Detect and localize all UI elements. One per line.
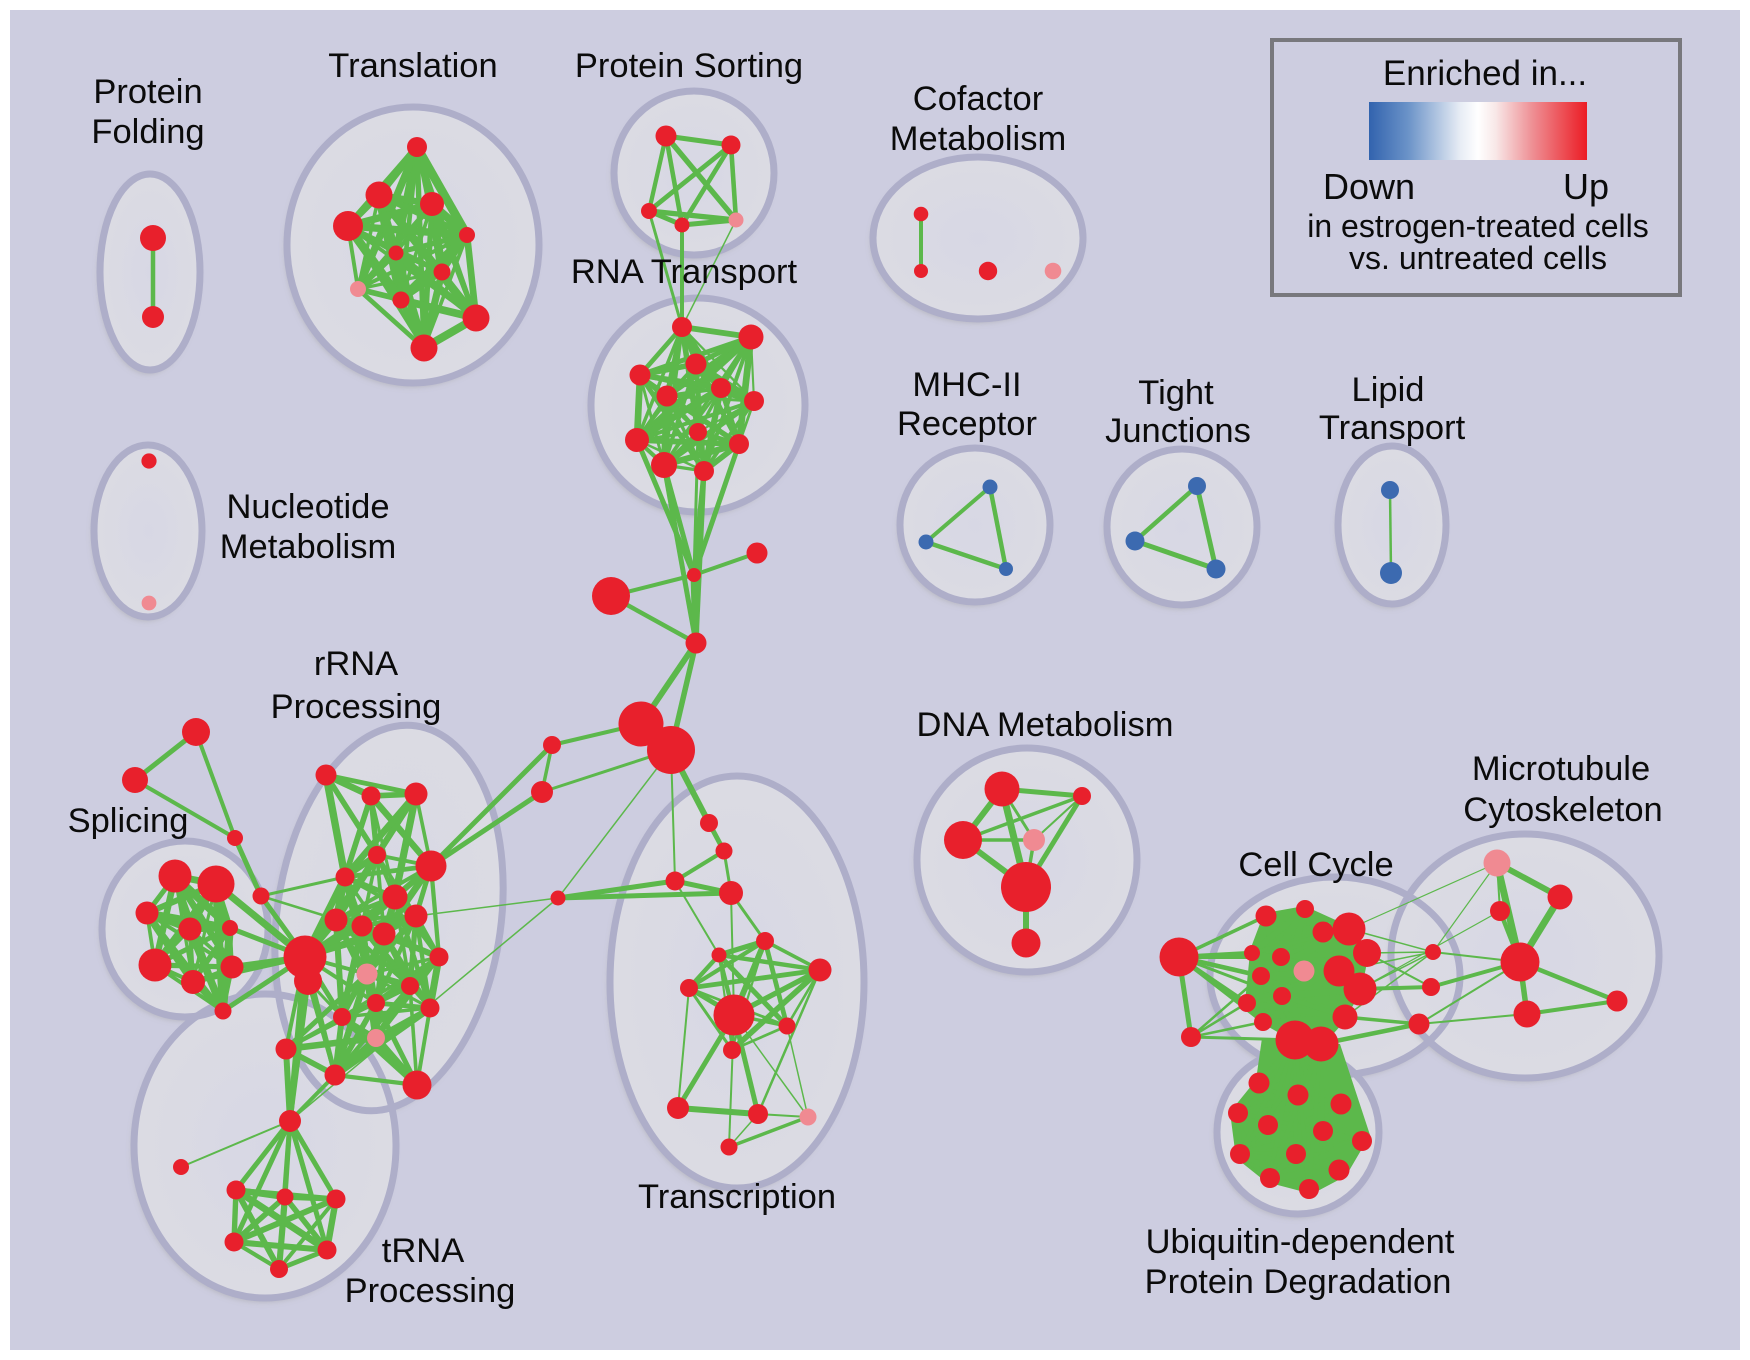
svg-text:Cell Cycle: Cell Cycle (1238, 846, 1393, 884)
svg-text:Transport: Transport (1319, 409, 1466, 447)
svg-text:Metabolism: Metabolism (890, 120, 1066, 158)
svg-text:Cytoskeleton: Cytoskeleton (1463, 791, 1662, 829)
svg-text:RNA Transport: RNA Transport (571, 253, 798, 291)
svg-text:in estrogen-treated cells: in estrogen-treated cells (1307, 208, 1649, 244)
svg-text:Enriched in...: Enriched in... (1383, 54, 1587, 93)
svg-text:rRNA: rRNA (314, 645, 398, 683)
svg-text:Cofactor: Cofactor (913, 80, 1043, 118)
svg-text:Tight: Tight (1138, 374, 1214, 412)
svg-text:Metabolism: Metabolism (220, 528, 396, 566)
svg-text:Up: Up (1563, 166, 1609, 207)
svg-text:Microtubule: Microtubule (1472, 750, 1650, 788)
svg-text:Protein Degradation: Protein Degradation (1145, 1263, 1452, 1301)
svg-text:Translation: Translation (328, 47, 497, 85)
svg-text:tRNA: tRNA (382, 1232, 464, 1270)
svg-text:Receptor: Receptor (897, 405, 1037, 443)
svg-text:MHC-II: MHC-II (912, 366, 1021, 404)
svg-text:Folding: Folding (91, 113, 204, 151)
svg-text:Protein Sorting: Protein Sorting (575, 47, 803, 85)
svg-text:Splicing: Splicing (68, 802, 189, 840)
svg-text:DNA Metabolism: DNA Metabolism (917, 706, 1174, 744)
svg-text:Processing: Processing (271, 688, 442, 726)
svg-text:Protein: Protein (93, 73, 202, 111)
svg-text:Lipid: Lipid (1352, 371, 1425, 409)
svg-text:Ubiquitin-dependent: Ubiquitin-dependent (1146, 1223, 1455, 1261)
svg-text:Transcription: Transcription (638, 1178, 836, 1216)
svg-text:Down: Down (1323, 166, 1415, 207)
svg-text:Nucleotide: Nucleotide (226, 488, 389, 526)
svg-text:vs. untreated cells: vs. untreated cells (1349, 240, 1607, 276)
svg-text:Processing: Processing (345, 1272, 516, 1310)
svg-text:Junctions: Junctions (1105, 412, 1251, 450)
